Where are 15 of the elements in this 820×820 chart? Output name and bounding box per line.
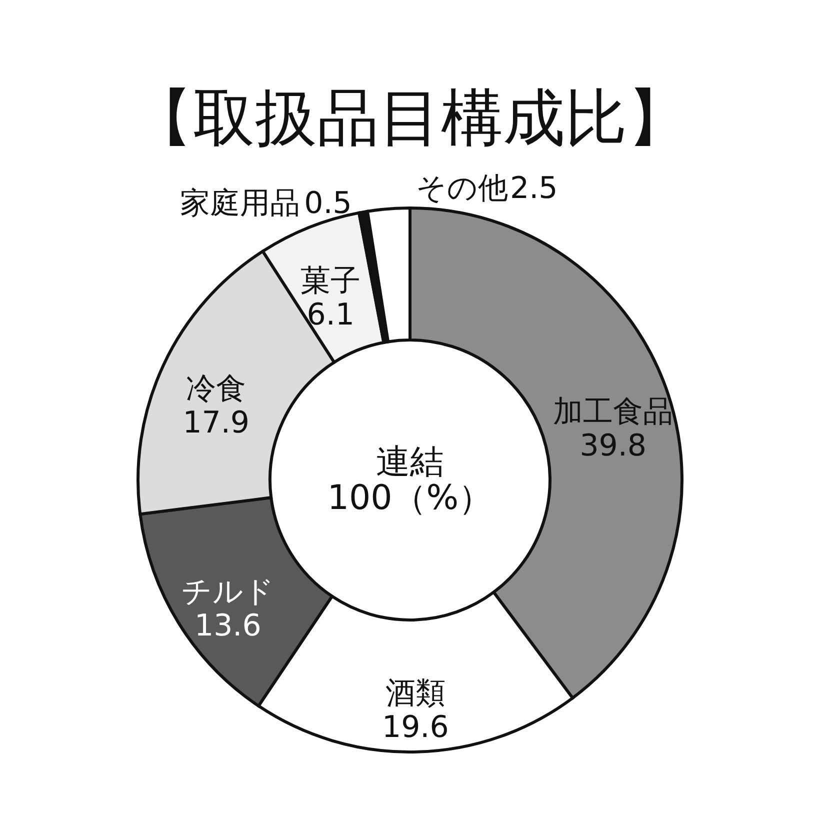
- slice-label: 家庭用品: [180, 186, 300, 222]
- data-label: 6.1: [306, 297, 354, 332]
- data-label: 17.9: [182, 405, 250, 440]
- data-label: 2.5: [510, 170, 558, 206]
- data-label: 0.5: [304, 186, 352, 222]
- data-label: 19.6: [382, 710, 449, 745]
- slice-label: 酒類: [385, 676, 446, 711]
- slice-label: 菓子: [300, 263, 361, 298]
- chart-title: 【取扱品目構成比】: [131, 81, 689, 154]
- slice-label: 冷食: [186, 371, 246, 406]
- slice-label: 加工食品: [553, 394, 674, 430]
- data-label: 39.8: [580, 428, 647, 464]
- data-label: 13.6: [194, 608, 262, 644]
- slice-label: チルド: [181, 574, 274, 610]
- slice-label: その他: [416, 170, 508, 206]
